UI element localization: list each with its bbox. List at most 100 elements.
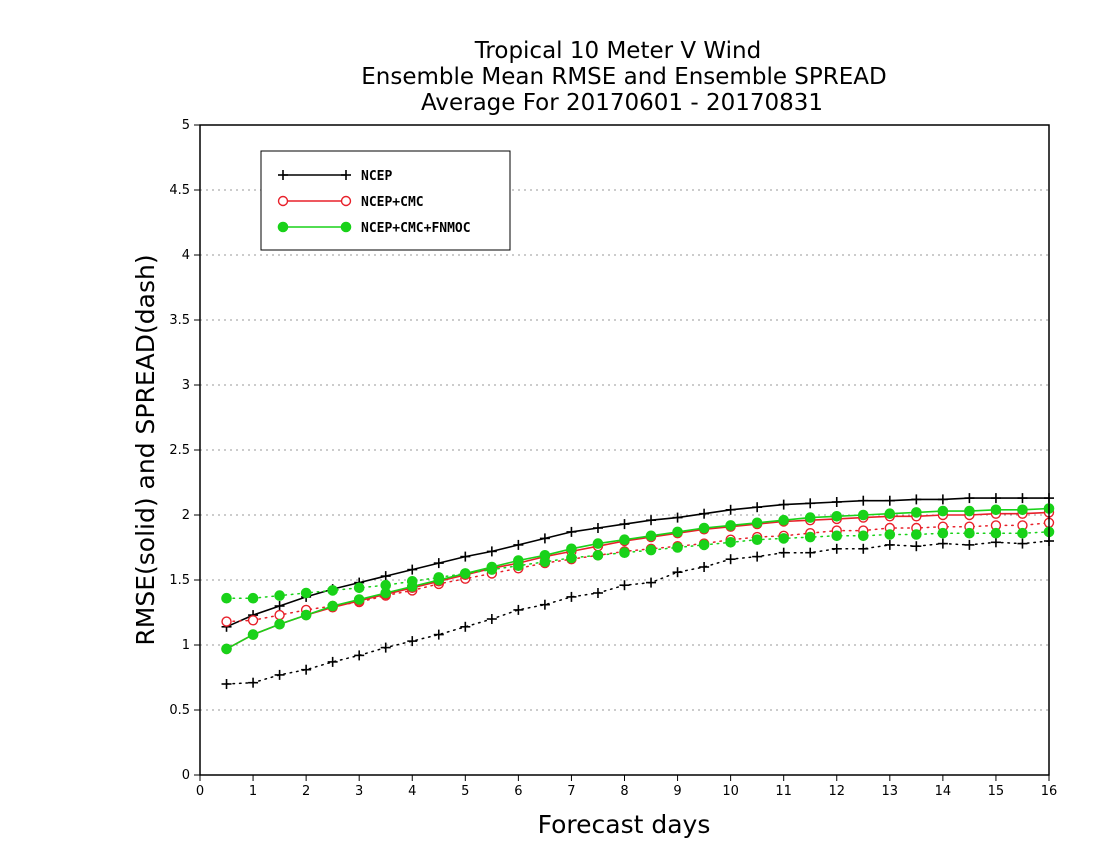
series-ncep-cmc-fnmoc-spread-point — [300, 587, 312, 599]
series-ncep-rmse-point — [725, 504, 736, 515]
series-ncep-cmc-fnmoc-spread-point — [857, 530, 869, 542]
series-ncep-spread-point — [805, 547, 816, 558]
y-tick-label: 2.5 — [169, 443, 190, 458]
chart-title: Tropical 10 Meter V Wind Ensemble Mean R… — [361, 38, 886, 116]
series-ncep-cmc-fnmoc-spread-point — [645, 544, 657, 556]
series-ncep-cmc-fnmoc-spread-point — [751, 534, 763, 546]
legend-item-ncep-marker-right — [341, 170, 351, 180]
legend: NCEP NCEP+CMC NCEP+CMC+FNMOC — [260, 150, 511, 251]
series-ncep-cmc-spread-point — [221, 616, 232, 627]
series-ncep-cmc-fnmoc-rmse-point — [964, 505, 975, 517]
series-ncep-spread-point — [513, 604, 524, 615]
series-ncep-cmc-fnmoc-spread-point — [274, 590, 285, 601]
series-group — [221, 493, 1055, 689]
series-ncep-cmc-fnmoc-spread-point — [221, 592, 232, 604]
series-ncep-rmse-point — [831, 497, 842, 507]
series-ncep-cmc-fnmoc-rmse-point — [911, 507, 922, 518]
series-ncep-cmc-fnmoc-rmse-point — [937, 505, 949, 517]
series-ncep-cmc-fnmoc-spread-point — [884, 529, 896, 540]
series-ncep-cmc-fnmoc-rmse-point — [380, 587, 392, 599]
y-tick-label: 0 — [182, 768, 190, 783]
series-ncep-rmse-point — [1017, 493, 1028, 504]
x-tick-label: 13 — [882, 784, 899, 799]
x-tick-label: 6 — [514, 784, 522, 799]
series-ncep-cmc-fnmoc-spread-point — [778, 533, 789, 544]
series-ncep-rmse-point — [646, 515, 657, 526]
y-tick-label: 3 — [182, 378, 190, 393]
series-ncep-cmc-fnmoc-spread-point — [937, 527, 949, 539]
series-ncep-cmc-fnmoc-spread-point — [672, 542, 683, 553]
series-ncep-spread-point — [672, 567, 683, 578]
series-ncep-cmc-fnmoc-rmse-point — [725, 520, 736, 531]
series-ncep-cmc-fnmoc-rmse-point — [353, 594, 365, 605]
series-ncep-cmc-fnmoc-rmse-point — [221, 643, 232, 655]
series-ncep-spread-point — [274, 669, 285, 680]
y-axis-label: RMSE(solid) and SPREAD(dash) — [131, 254, 160, 645]
series-ncep-cmc-fnmoc-spread-point — [725, 537, 736, 548]
series-ncep-spread-point — [699, 562, 710, 572]
x-tick-label: 10 — [722, 784, 739, 799]
series-ncep-rmse-point — [937, 494, 948, 505]
y-tick-label: 4.5 — [169, 183, 190, 198]
series-ncep-spread-point — [884, 539, 895, 550]
series-ncep-cmc-fnmoc-rmse-point — [327, 600, 338, 612]
series-ncep-rmse-point — [539, 533, 550, 544]
series-ncep-cmc-fnmoc-spread-point — [247, 592, 259, 604]
x-tick-label: 11 — [775, 784, 792, 799]
series-ncep-spread-point — [407, 636, 418, 647]
series-ncep-cmc-fnmoc-spread-point — [353, 582, 365, 594]
series-ncep-spread-point — [778, 547, 789, 558]
x-tick-label: 3 — [355, 784, 363, 799]
x-tick-label: 4 — [408, 784, 416, 799]
x-tick-label: 16 — [1041, 784, 1058, 799]
series-ncep-cmc-fnmoc-rmse-point — [460, 568, 471, 579]
series-ncep-cmc-fnmoc-rmse-point — [406, 581, 418, 592]
series-ncep-rmse-point — [407, 564, 418, 575]
series-ncep-cmc-fnmoc-rmse-point — [645, 530, 657, 542]
legend-item-ncep-cmc-fnmoc-marker-right — [340, 221, 352, 233]
x-tick-label: 2 — [302, 784, 310, 799]
legend-item-ncep-cmc: NCEP+CMC — [277, 195, 424, 210]
series-ncep-spread-point — [831, 543, 842, 554]
x-tick-label: 9 — [673, 784, 681, 799]
series-ncep-rmse-point — [380, 571, 391, 582]
series-ncep-cmc-fnmoc-spread-line — [225, 531, 1050, 599]
series-ncep-spread-point — [1017, 538, 1028, 549]
series-ncep-cmc-fnmoc-rmse-point — [566, 543, 577, 555]
series-ncep-rmse-point — [858, 495, 869, 506]
y-tick-label: 0.5 — [169, 703, 190, 718]
series-ncep-cmc-fnmoc-rmse-point — [698, 522, 710, 534]
series-ncep-cmc-fnmoc-rmse-point — [857, 509, 869, 521]
series-ncep-rmse-point — [619, 519, 630, 530]
series-ncep-cmc-fnmoc-rmse-point — [433, 574, 445, 586]
series-ncep-spread-point — [752, 551, 763, 562]
series-ncep-rmse-point — [486, 546, 497, 557]
series-ncep-spread-point — [486, 614, 497, 624]
series-ncep-cmc-fnmoc-rmse-point — [300, 609, 312, 621]
x-tick-label: 7 — [567, 784, 575, 799]
x-tick-label: 5 — [461, 784, 469, 799]
series-ncep-cmc-fnmoc-rmse-point — [486, 561, 498, 573]
title-line-2: Ensemble Mean RMSE and Ensemble SPREAD — [361, 64, 886, 90]
x-axis-label: Forecast days — [538, 810, 711, 839]
series-ncep-spread-point — [460, 621, 471, 632]
legend-item-ncep-cmc-fnmoc: NCEP+CMC+FNMOC — [277, 221, 471, 236]
series-ncep-cmc-fnmoc-rmse-point — [990, 504, 1002, 516]
axis-ticks: 00.511.522.533.544.550 1 2 3 4 5 6 7 8 9 10 11 12 13 1… — [169, 118, 1057, 799]
series-ncep-cmc-fnmoc-spread-point — [619, 547, 630, 559]
series-ncep-rmse-point — [990, 493, 1001, 504]
series-ncep-rmse-point — [805, 498, 816, 509]
series-ncep-cmc-fnmoc-rmse-point — [751, 517, 763, 529]
series-ncep-spread-line — [225, 540, 1050, 685]
series-ncep-cmc-fnmoc-rmse-point — [672, 526, 683, 538]
series-ncep-cmc-fnmoc-spread-point — [964, 527, 975, 539]
series-ncep-cmc-fnmoc-rmse-point — [619, 534, 630, 546]
series-ncep-rmse-point — [274, 601, 285, 611]
title-line-3: Average For 20170601 - 20170831 — [421, 90, 823, 116]
legend-item-ncep-cmc-fnmoc-marker-left — [277, 221, 289, 233]
legend-item-ncep-cmc-label: NCEP+CMC — [361, 195, 424, 210]
series-ncep-cmc-fnmoc-rmse-point — [1017, 504, 1028, 516]
y-tick-label: 1.5 — [169, 573, 190, 588]
series-ncep-cmc — [221, 507, 1055, 655]
